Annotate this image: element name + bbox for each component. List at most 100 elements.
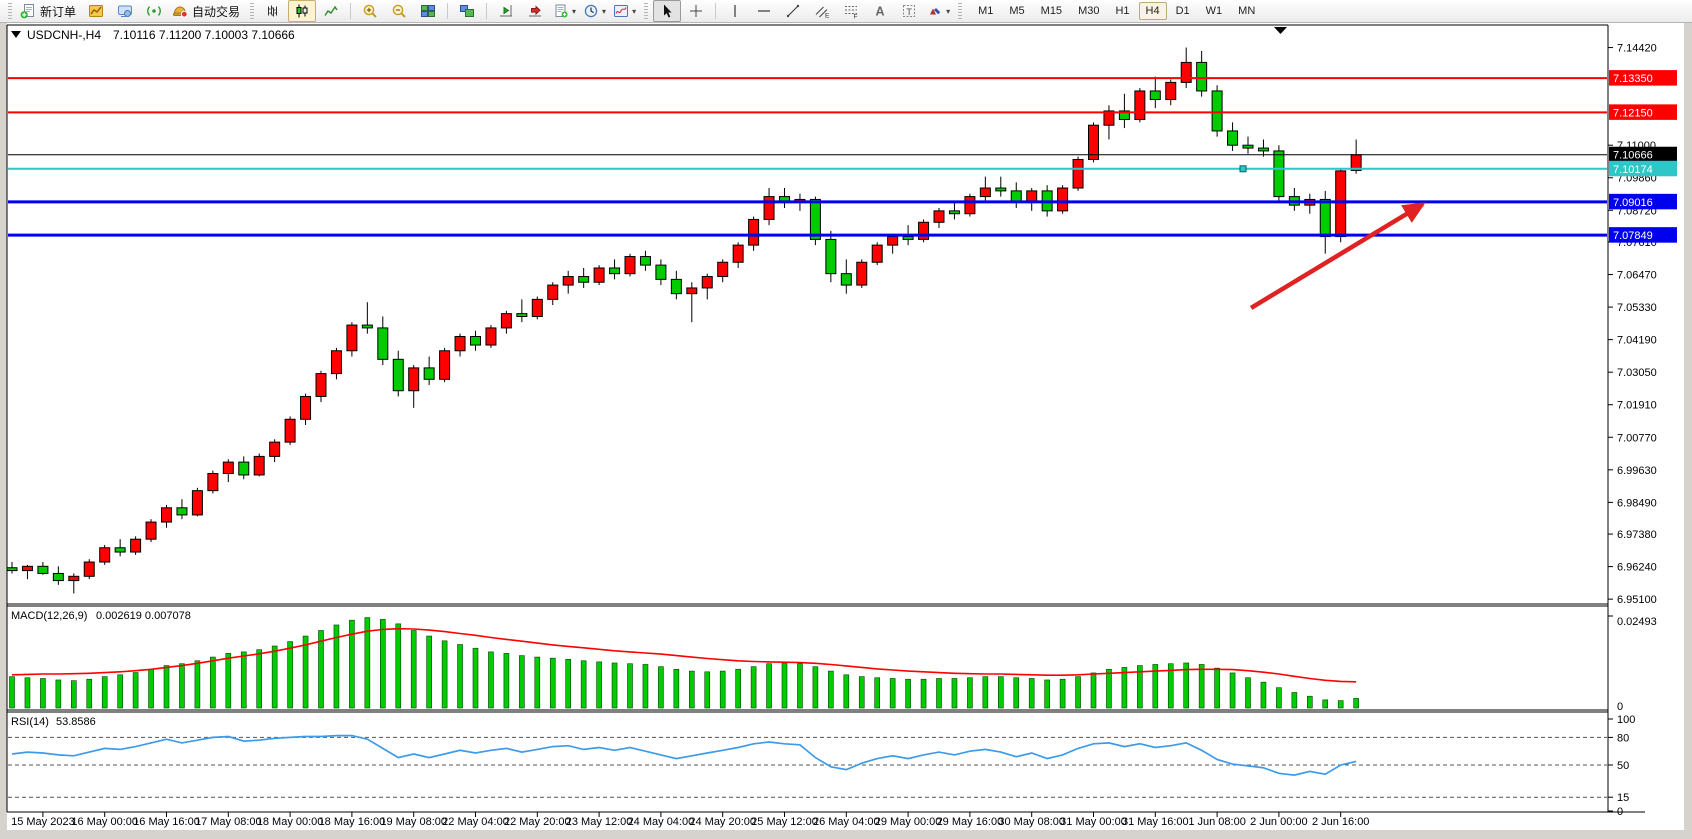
hline-handle[interactable]	[1239, 165, 1247, 173]
trendline-button[interactable]	[779, 0, 807, 22]
chart-plot[interactable]	[8, 26, 1607, 812]
new-order-button[interactable]: 新订单	[17, 0, 81, 22]
cascade-windows-button[interactable]	[453, 0, 481, 22]
timeframe-w1-button[interactable]: W1	[1205, 5, 1223, 17]
candle-body	[68, 575, 80, 582]
candle-body	[933, 210, 945, 223]
tile-windows-button[interactable]	[414, 0, 442, 22]
chart-window[interactable]: 7.144207.110007.098607.087207.076107.064…	[0, 23, 1692, 839]
macd-histogram-bar	[688, 670, 695, 709]
toolbar-grip[interactable]	[250, 3, 255, 19]
new-order-icon	[20, 4, 34, 19]
timeframe-m15-button[interactable]: M15	[1040, 5, 1063, 17]
line-chart-mode-button[interactable]	[317, 0, 345, 22]
profiles-button[interactable]	[111, 0, 139, 22]
horizontal-line-button[interactable]	[750, 0, 778, 22]
price-tick-label: 7.14420	[1617, 43, 1657, 55]
candle-body	[1273, 150, 1285, 198]
toolbar-grip[interactable]	[8, 3, 12, 19]
crosshair-button[interactable]	[682, 0, 710, 22]
chevron-down-icon[interactable]: ▾	[602, 6, 607, 16]
macd-histogram-bar	[240, 651, 247, 709]
macd-histogram-bar	[1337, 700, 1344, 709]
candle-body	[330, 350, 342, 375]
signals-button[interactable]	[140, 0, 168, 22]
timeframe-m30-button[interactable]: M30	[1078, 5, 1100, 17]
candle-body	[423, 367, 435, 380]
arrow-annotation[interactable]	[1249, 202, 1426, 310]
indicators-button[interactable]: ▾	[610, 0, 639, 22]
price-tick-label: 7.03050	[1617, 367, 1657, 379]
text-label-button[interactable]: T	[895, 0, 923, 22]
macd-histogram-bar	[256, 649, 263, 709]
chart-bars-icon	[268, 5, 278, 17]
auto-trading-button[interactable]: 自动交易	[169, 0, 245, 22]
macd-histogram-bar	[472, 647, 479, 709]
rsi-value: 53.8586	[56, 716, 96, 728]
timeframe-m1-button[interactable]: M1	[978, 5, 994, 17]
zoom-in-button[interactable]	[356, 0, 384, 22]
symbol-dropdown-icon[interactable]	[11, 31, 21, 38]
equidistant-channel-button[interactable]: E	[808, 0, 836, 22]
toolbar-grip[interactable]	[958, 3, 963, 19]
macd-histogram-bar	[750, 666, 757, 709]
macd-histogram-bar	[1167, 663, 1174, 709]
chevron-down-icon[interactable]: ▾	[946, 6, 951, 16]
macd-histogram-bar	[565, 658, 572, 709]
candle-body	[717, 261, 729, 278]
time-axis-label: 22 May 04:00	[442, 816, 509, 828]
profile-icon	[118, 5, 133, 17]
time-axis-label: 29 May 16:00	[937, 816, 1004, 828]
zoom-out-button[interactable]	[385, 0, 413, 22]
macd-histogram-bar	[1245, 677, 1251, 709]
macd-histogram-bar	[1229, 672, 1236, 709]
macd-histogram-bar	[596, 661, 602, 709]
bar-chart-mode-button[interactable]	[259, 0, 287, 22]
price-label-box	[1609, 193, 1677, 210]
chevron-down-icon[interactable]: ▾	[632, 6, 637, 16]
candle-body	[1103, 110, 1115, 126]
shapes-icon	[930, 8, 941, 15]
candle-body	[547, 284, 559, 300]
macd-histogram-bar	[1307, 695, 1313, 709]
cursor-button[interactable]	[653, 0, 682, 22]
macd-histogram-bar	[271, 645, 278, 709]
macd-histogram-bar	[812, 666, 819, 709]
timeframe-d1-button[interactable]: D1	[1175, 5, 1190, 17]
macd-histogram-bar	[704, 671, 711, 709]
timeframe-h4-button[interactable]: H4	[1138, 2, 1167, 20]
chevron-down-icon[interactable]: ▾	[572, 6, 577, 16]
candle-body	[1118, 110, 1130, 121]
price-label-box	[1609, 160, 1677, 177]
periods-button[interactable]: ▾	[580, 0, 609, 22]
chart-title: USDCNH-,H4	[27, 28, 101, 42]
macd-histogram-bar	[1137, 665, 1143, 709]
timeframe-h1-button[interactable]: H1	[1115, 5, 1130, 17]
fibonacci-button[interactable]: F	[837, 0, 865, 22]
cursor-icon	[664, 4, 672, 18]
time-axis-label: 24 May 04:00	[628, 816, 695, 828]
chart-shift-marker[interactable]	[1274, 27, 1287, 34]
candle-body	[439, 350, 451, 380]
rsi-scale-label: 0	[1617, 806, 1623, 818]
macd-histogram-bar	[1152, 664, 1159, 709]
vertical-line-button[interactable]	[721, 0, 749, 22]
arrows-button[interactable]: ▾	[924, 0, 953, 22]
timeframe-m5-button[interactable]: M5	[1009, 5, 1025, 17]
candle-body	[130, 538, 142, 553]
chart-shift-button[interactable]	[492, 0, 520, 22]
candlestick-mode-button[interactable]	[288, 0, 317, 22]
new-chart-button[interactable]	[82, 0, 110, 22]
text-button[interactable]: A	[866, 0, 894, 22]
timeframe-mn-button[interactable]: MN	[1238, 5, 1256, 17]
crosshair-icon	[690, 5, 703, 17]
time-axis-label: 25 May 12:00	[751, 816, 818, 828]
time-axis-label: 18 May 16:00	[319, 816, 386, 828]
candle-body	[346, 324, 358, 352]
macd-histogram-bar	[611, 662, 618, 709]
templates-button[interactable]: ▾	[550, 0, 579, 22]
toolbar-grip[interactable]	[644, 3, 649, 19]
auto-scroll-button[interactable]	[521, 0, 549, 22]
candle-body	[871, 244, 883, 263]
